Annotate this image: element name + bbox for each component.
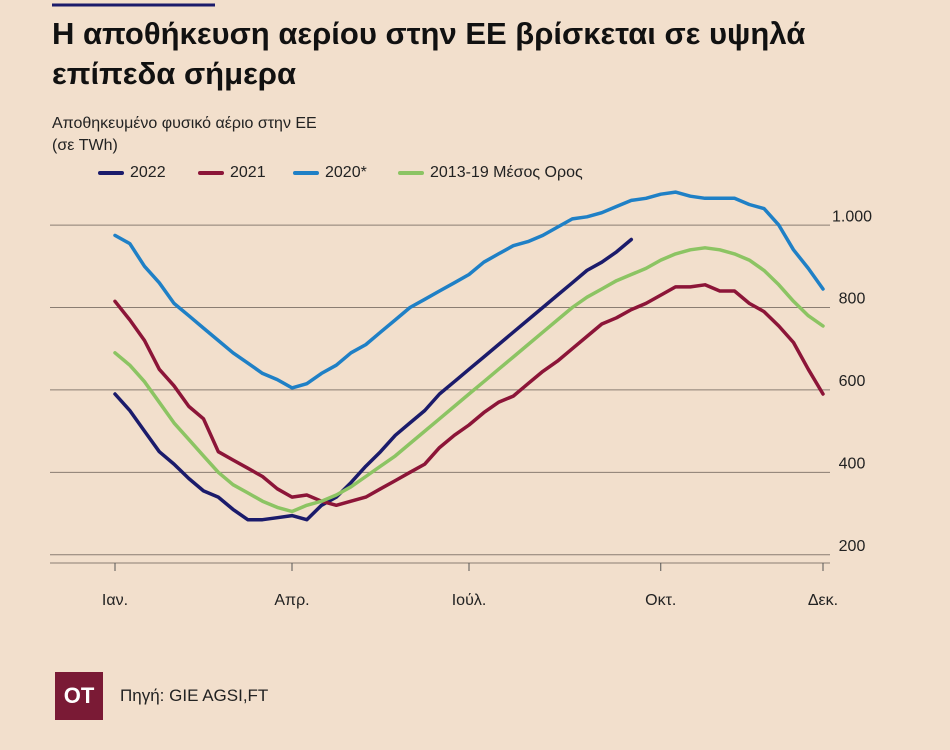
legend-label: 2020* — [325, 164, 367, 181]
series-line — [113, 246, 825, 514]
chart-title: Η αποθήκευση αερίου στην ΕΕ βρίσκεται σε… — [52, 16, 806, 91]
x-tick-label: Απρ. — [274, 592, 309, 609]
legend-label: 2021 — [230, 164, 266, 181]
y-tick-label: 400 — [839, 456, 866, 473]
subtitle: Αποθηκευμένο φυσικό αέριο στην ΕΕ — [52, 115, 317, 132]
series-line — [113, 237, 634, 522]
logo: OT — [55, 672, 103, 720]
y-tick-label: 200 — [839, 538, 866, 555]
y-tick-label: 600 — [839, 373, 866, 390]
legend-label: 2022 — [130, 164, 166, 181]
legend-label: 2013-19 Μέσος Ορος — [430, 164, 583, 181]
series-line — [113, 190, 825, 390]
x-tick-label: Ιούλ. — [452, 592, 487, 609]
subtitle-block: Αποθηκευμένο φυσικό αέριο στην ΕΕ (σε TWh… — [52, 113, 317, 157]
x-tick-label: Οκτ. — [645, 592, 676, 609]
series-line — [113, 283, 825, 508]
source: Πηγή: GIE AGSI,FT — [120, 686, 269, 705]
y-tick-label: 800 — [839, 291, 866, 308]
y-tick-label: 1.000 — [832, 208, 872, 225]
x-tick-label: Ιαν. — [102, 592, 128, 609]
y-unit: (σε TWh) — [52, 137, 118, 154]
x-tick-label: Δεκ. — [808, 592, 838, 609]
